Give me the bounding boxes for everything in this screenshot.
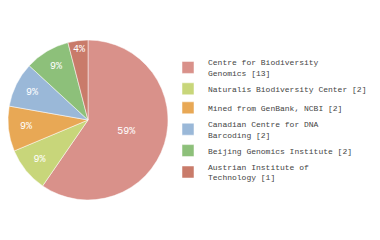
svg-text:Canadian Centre for DNABarcodi: Canadian Centre for DNABarcoding [2] (208, 120, 319, 139)
svg-text:4%: 4% (73, 44, 85, 55)
svg-text:Naturalis Biodiversity Center: Naturalis Biodiversity Center [2] (208, 85, 366, 94)
svg-text:59%: 59% (117, 126, 135, 137)
svg-text:Beijing Genomics Institute [2]: Beijing Genomics Institute [2] (208, 147, 352, 156)
svg-text:Austrian Institute ofTechnolog: Austrian Institute ofTechnology [1] (208, 163, 309, 182)
svg-text:Mined from GenBank, NCBI [2]: Mined from GenBank, NCBI [2] (208, 104, 342, 113)
svg-text:9%: 9% (34, 154, 46, 165)
svg-text:9%: 9% (50, 61, 62, 72)
svg-text:Centre for BiodiversityGenomic: Centre for BiodiversityGenomics [13] (208, 58, 319, 77)
svg-text:9%: 9% (26, 87, 38, 98)
svg-text:9%: 9% (20, 121, 32, 132)
